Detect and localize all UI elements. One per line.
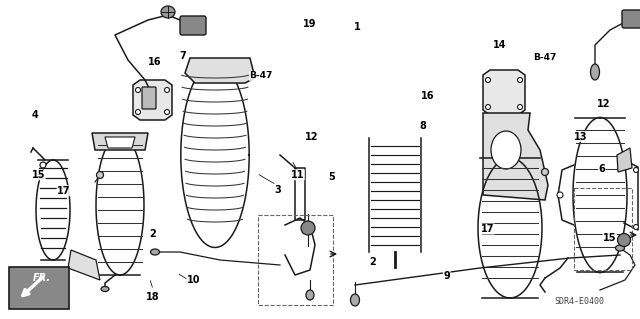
Text: 15: 15 [31, 170, 45, 180]
FancyBboxPatch shape [142, 87, 156, 109]
Text: 17: 17 [481, 224, 495, 234]
Text: 14: 14 [492, 40, 506, 50]
Text: 15: 15 [603, 233, 616, 243]
Ellipse shape [97, 172, 104, 179]
Ellipse shape [491, 131, 521, 169]
FancyBboxPatch shape [9, 267, 69, 309]
Text: 2: 2 [149, 229, 156, 240]
Ellipse shape [150, 249, 159, 255]
Polygon shape [483, 113, 548, 200]
Ellipse shape [136, 109, 141, 115]
Ellipse shape [518, 78, 522, 83]
Text: 12: 12 [305, 131, 319, 142]
Polygon shape [68, 250, 100, 280]
Ellipse shape [634, 225, 639, 229]
Bar [574, 188, 632, 270]
Text: 3: 3 [274, 185, 281, 195]
Text: 10: 10 [187, 275, 200, 285]
Ellipse shape [136, 87, 141, 93]
Ellipse shape [306, 290, 314, 300]
Ellipse shape [164, 87, 170, 93]
Ellipse shape [301, 221, 315, 235]
Text: 11: 11 [291, 170, 305, 180]
Ellipse shape [351, 294, 360, 306]
Ellipse shape [591, 64, 600, 80]
Text: 16: 16 [148, 57, 162, 67]
Text: B-47: B-47 [250, 71, 273, 80]
Bar [258, 215, 333, 305]
Text: 19: 19 [303, 19, 317, 29]
Text: FR.: FR. [33, 273, 51, 283]
Ellipse shape [618, 234, 630, 247]
Ellipse shape [616, 245, 625, 251]
Polygon shape [105, 137, 135, 148]
Text: 6: 6 [598, 164, 605, 174]
Ellipse shape [164, 109, 170, 115]
Polygon shape [617, 148, 632, 172]
Text: 18: 18 [145, 292, 159, 302]
Text: B-47: B-47 [534, 53, 557, 62]
Ellipse shape [40, 162, 46, 168]
Ellipse shape [161, 6, 175, 18]
Text: 2: 2 [370, 256, 376, 267]
Ellipse shape [518, 105, 522, 109]
Ellipse shape [486, 78, 490, 83]
FancyBboxPatch shape [180, 16, 206, 35]
Text: 8: 8 [419, 121, 426, 131]
Text: 1: 1 [354, 22, 360, 32]
Ellipse shape [541, 168, 548, 175]
Text: 4: 4 [32, 110, 38, 120]
Text: 16: 16 [420, 91, 435, 101]
Ellipse shape [486, 105, 490, 109]
Polygon shape [185, 58, 255, 83]
Ellipse shape [101, 286, 109, 292]
Polygon shape [483, 70, 525, 115]
FancyBboxPatch shape [622, 10, 640, 28]
Text: 9: 9 [444, 271, 450, 281]
Polygon shape [133, 80, 172, 120]
Text: SDR4-E0400: SDR4-E0400 [554, 297, 604, 306]
Text: 12: 12 [596, 99, 611, 109]
Text: 5: 5 [328, 172, 335, 182]
Text: 7: 7 [179, 51, 186, 61]
Text: 17: 17 [57, 186, 71, 196]
Ellipse shape [634, 167, 639, 173]
Polygon shape [92, 133, 148, 150]
Ellipse shape [557, 192, 563, 198]
Text: 13: 13 [574, 131, 588, 142]
